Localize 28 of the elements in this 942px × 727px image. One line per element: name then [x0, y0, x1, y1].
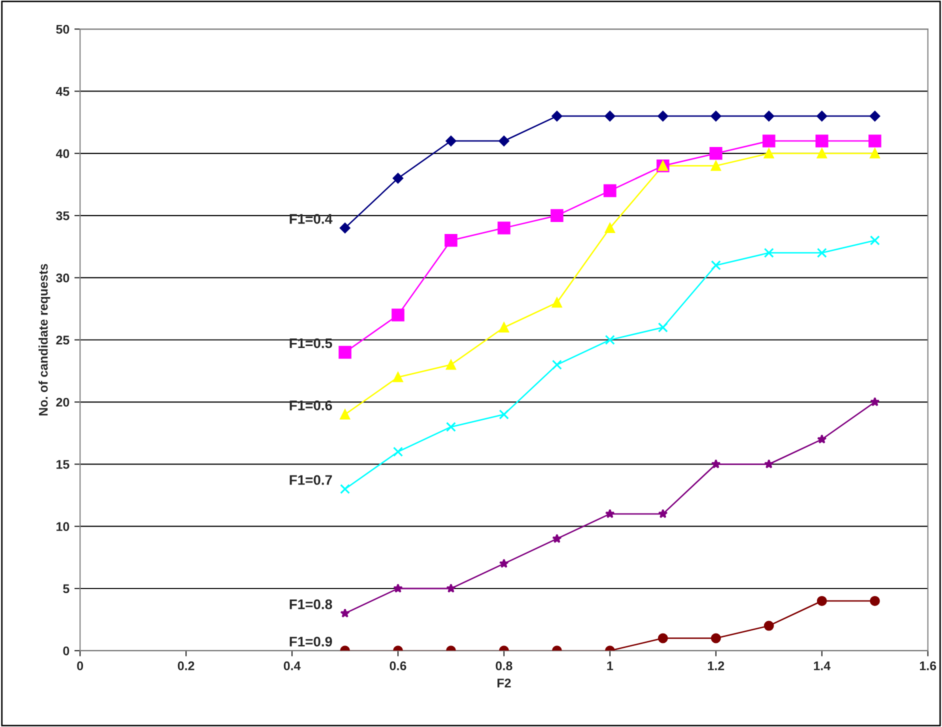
y-tick-label: 40 [56, 149, 70, 158]
x-tick-label: 0.2 [178, 661, 194, 670]
series-label: F1=0.4 [290, 214, 332, 224]
x-tick-label: 0.6 [390, 661, 406, 670]
y-tick-label: 15 [56, 460, 70, 469]
x-tick-label: 1.2 [708, 661, 724, 670]
x-tick-label: 1.6 [920, 661, 936, 670]
y-tick-label: 45 [56, 87, 70, 96]
x-tick-label: 0.8 [496, 661, 512, 670]
y-tick-label: 30 [56, 274, 70, 282]
y-tick-label: 10 [56, 522, 70, 531]
y-tick-label: 20 [56, 398, 70, 407]
x-axis-title: F2 [498, 678, 511, 688]
x-tick-label: 1 [607, 662, 614, 670]
x-tick-label: 0.4 [284, 661, 301, 670]
y-tick-label: 0 [63, 646, 70, 656]
series-label: F1=0.6 [290, 400, 332, 410]
series-label: F1=0.7 [290, 475, 332, 485]
y-tick-label: 35 [56, 211, 70, 220]
y-tick-label: 5 [63, 584, 70, 594]
x-tick-label: 0 [77, 661, 84, 670]
series-label: F1=0.8 [290, 599, 332, 610]
y-tick-label: 50 [56, 24, 70, 34]
y-axis-title: No. of candidate requests [38, 264, 50, 416]
y-tick-label: 25 [56, 336, 70, 345]
x-tick-label: 1.4 [814, 662, 831, 670]
series-label: F1=0.9 [290, 636, 332, 647]
series-label: F1=0.5 [290, 338, 332, 348]
